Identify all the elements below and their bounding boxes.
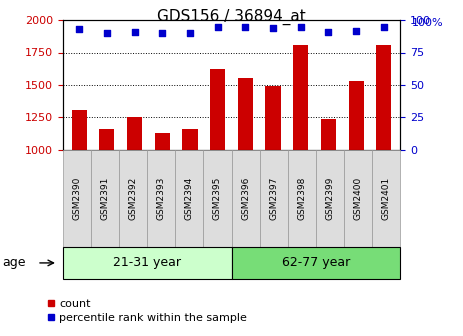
Text: GSM2391: GSM2391 <box>100 176 109 220</box>
Bar <box>210 69 225 279</box>
Point <box>186 31 194 36</box>
Text: GSM2393: GSM2393 <box>156 176 166 220</box>
Text: GSM2397: GSM2397 <box>269 176 278 220</box>
Bar <box>71 110 87 279</box>
Text: GSM2401: GSM2401 <box>382 177 391 220</box>
Bar <box>265 86 281 279</box>
Bar <box>238 78 253 279</box>
Bar <box>376 45 392 279</box>
Point <box>297 24 305 29</box>
Bar <box>349 81 364 279</box>
Text: age: age <box>2 256 26 269</box>
Legend: count, percentile rank within the sample: count, percentile rank within the sample <box>43 295 251 327</box>
Text: GDS156 / 36894_at: GDS156 / 36894_at <box>157 8 306 25</box>
Text: GSM2392: GSM2392 <box>128 177 138 220</box>
Point <box>269 25 277 31</box>
Y-axis label: 100%: 100% <box>412 17 444 28</box>
Point <box>214 24 221 29</box>
Bar <box>321 119 336 279</box>
Point <box>158 31 166 36</box>
Text: GSM2400: GSM2400 <box>354 177 363 220</box>
Text: 21-31 year: 21-31 year <box>113 256 181 269</box>
Point <box>380 24 388 29</box>
Point <box>75 27 83 32</box>
Bar <box>127 117 142 279</box>
Text: GSM2394: GSM2394 <box>185 177 194 220</box>
Point <box>131 29 138 35</box>
Point <box>352 28 360 33</box>
Point <box>242 24 249 29</box>
Bar <box>155 133 170 279</box>
Text: GSM2399: GSM2399 <box>325 176 335 220</box>
Text: GSM2395: GSM2395 <box>213 176 222 220</box>
Bar <box>293 45 308 279</box>
Point <box>103 31 111 36</box>
Text: 62-77 year: 62-77 year <box>282 256 350 269</box>
Text: GSM2390: GSM2390 <box>72 176 81 220</box>
Bar <box>99 129 114 279</box>
Text: GSM2396: GSM2396 <box>241 176 250 220</box>
Point <box>325 29 332 35</box>
Bar <box>182 129 198 279</box>
Text: GSM2398: GSM2398 <box>297 176 307 220</box>
